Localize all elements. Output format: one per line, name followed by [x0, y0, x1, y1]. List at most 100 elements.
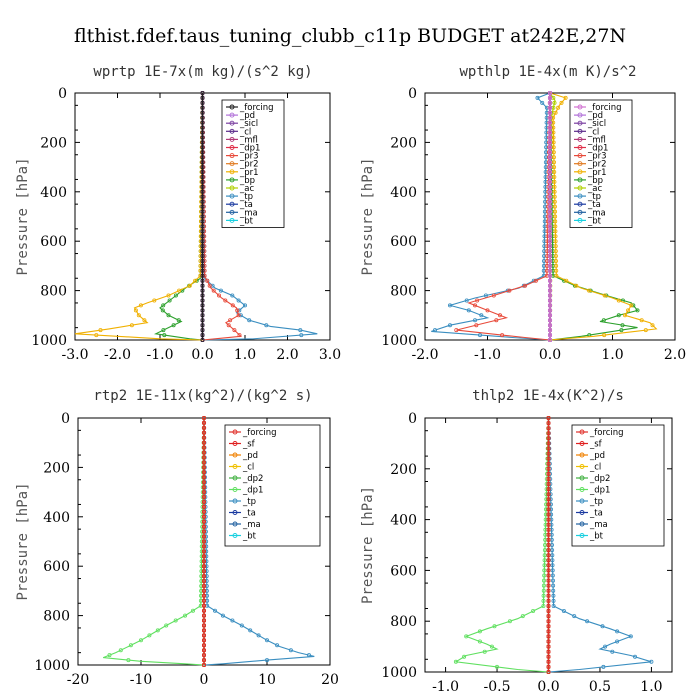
- series-marker: [226, 323, 231, 328]
- series-marker: [553, 110, 558, 115]
- y-tick-label: 1000: [381, 333, 417, 349]
- series-marker: [548, 293, 553, 298]
- series-marker: [546, 588, 551, 593]
- series-marker: [545, 224, 550, 229]
- series-marker: [201, 653, 206, 658]
- series-marker: [552, 199, 557, 204]
- series-marker: [164, 623, 169, 628]
- x-tick-label: 0.0: [539, 347, 561, 363]
- series-marker: [200, 249, 205, 254]
- series-marker: [548, 283, 553, 288]
- series-marker: [200, 229, 205, 234]
- series-marker: [200, 323, 205, 328]
- series-marker: [548, 273, 553, 278]
- legend-marker: [229, 120, 235, 126]
- series-marker: [548, 194, 553, 199]
- series-marker: [548, 253, 553, 258]
- y-tick-label: 600: [43, 559, 70, 575]
- series-marker: [230, 618, 235, 623]
- legend-label: _dp1: [239, 144, 260, 154]
- y-tick-label: 600: [390, 563, 417, 579]
- legend-marker: [229, 161, 235, 167]
- series-marker: [546, 527, 551, 532]
- series-marker: [200, 303, 205, 308]
- series-marker: [201, 460, 206, 465]
- legend-marker: [229, 185, 235, 191]
- series-marker: [482, 649, 487, 654]
- x-tick-label: 3.0: [319, 347, 341, 363]
- series-marker: [574, 283, 579, 288]
- y-tick-label: 400: [390, 185, 417, 201]
- series-marker: [603, 644, 608, 649]
- series-marker: [507, 288, 512, 293]
- y-tick-label: 200: [43, 460, 70, 476]
- figure-title: flthist.fdef.taus_tuning_clubb_c11p BUDG…: [74, 25, 626, 47]
- series-marker: [548, 130, 553, 135]
- y-tick-label: 200: [390, 135, 417, 151]
- series-marker: [544, 497, 549, 502]
- series-marker: [554, 273, 559, 278]
- legend-label: _pr3: [239, 152, 259, 162]
- legend-label: _tp: [239, 192, 253, 202]
- series-marker: [193, 278, 198, 283]
- series-marker: [166, 313, 171, 318]
- y-tick-label: 0: [58, 86, 67, 102]
- legend-label: _ma: [242, 520, 261, 530]
- series-marker: [546, 431, 551, 436]
- series-marker: [199, 579, 204, 584]
- series-marker: [554, 258, 559, 263]
- series-marker: [200, 95, 205, 100]
- legend-marker: [577, 193, 583, 199]
- series-marker: [447, 303, 452, 308]
- series-marker: [551, 593, 556, 598]
- series-marker: [546, 481, 551, 486]
- legend-label: _cl: [587, 127, 599, 137]
- series-marker: [200, 278, 205, 283]
- series-marker: [454, 328, 459, 333]
- series-marker: [553, 224, 558, 229]
- legend-label: _cl: [242, 463, 254, 473]
- series-marker: [546, 619, 551, 624]
- x-tick-label: -1.0: [147, 347, 174, 363]
- series-marker: [107, 653, 112, 658]
- series-marker: [546, 466, 551, 471]
- series-marker: [201, 564, 206, 569]
- series-marker: [541, 604, 546, 609]
- series-marker: [542, 563, 547, 568]
- series-marker: [477, 629, 482, 634]
- series-marker: [201, 584, 206, 589]
- series-marker: [201, 638, 206, 643]
- series-marker: [548, 165, 553, 170]
- legend-label: _pd: [239, 111, 255, 121]
- legend-marker: [232, 521, 238, 527]
- x-tick-label: -1.0: [474, 347, 501, 363]
- series-marker: [235, 308, 240, 313]
- series-marker: [548, 91, 553, 96]
- series-marker: [546, 522, 551, 527]
- series-marker: [200, 288, 205, 293]
- x-tick-label: -2.0: [412, 347, 439, 363]
- series-marker: [199, 549, 204, 554]
- series-marker: [564, 278, 569, 283]
- series-marker: [183, 613, 188, 618]
- series-pr1: [74, 91, 205, 342]
- legend-label: _ta: [242, 509, 256, 519]
- series-marker: [200, 150, 205, 155]
- series-marker: [256, 633, 261, 638]
- series-marker: [201, 613, 206, 618]
- series-marker: [212, 608, 217, 613]
- series-marker: [204, 569, 209, 574]
- legend-label: _cl: [589, 463, 601, 473]
- legend-label: _ma: [587, 208, 606, 218]
- series-marker: [230, 293, 235, 298]
- legend-box: [571, 424, 665, 547]
- series-marker: [200, 204, 205, 209]
- series-marker: [201, 588, 206, 593]
- series-marker: [238, 313, 243, 318]
- series-marker: [201, 549, 206, 554]
- series-marker: [201, 544, 206, 549]
- series-marker: [548, 140, 553, 145]
- series-marker: [201, 509, 206, 514]
- series-marker: [199, 564, 204, 569]
- series-marker: [200, 135, 205, 140]
